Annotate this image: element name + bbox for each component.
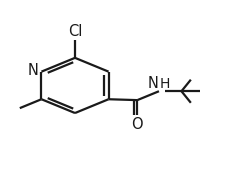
Text: O: O bbox=[132, 117, 143, 132]
Text: H: H bbox=[160, 77, 170, 91]
Text: N: N bbox=[28, 63, 38, 78]
Text: Cl: Cl bbox=[68, 24, 82, 39]
Text: N: N bbox=[147, 75, 158, 91]
